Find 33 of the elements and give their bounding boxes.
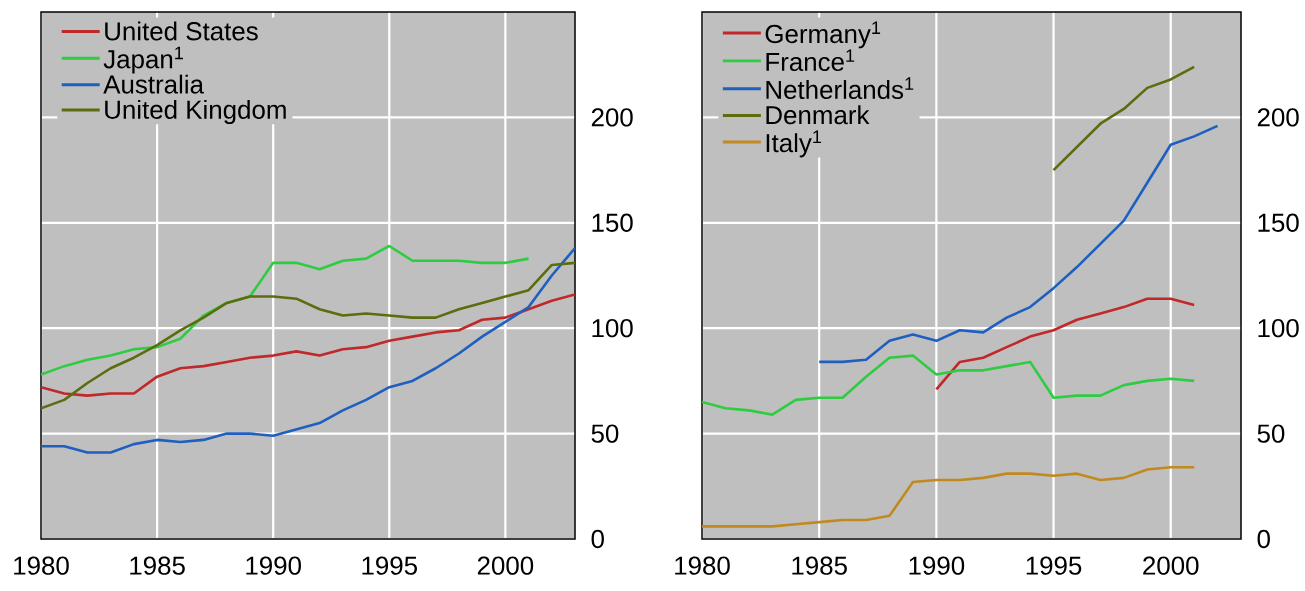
y-tick-label: 0 — [1257, 529, 1270, 549]
x-tick-label: 1980 — [14, 556, 69, 575]
line-series — [935, 297, 1196, 391]
line-series — [702, 354, 1196, 416]
line-series — [41, 293, 576, 397]
legend-label: Japan$^{1}$ — [103, 46, 183, 74]
y-tick-label: 50 — [1257, 424, 1285, 443]
y-tick-label: 0 — [591, 529, 604, 549]
y-tick-label: 200 — [1257, 108, 1299, 127]
y-tick-label: 150 — [1258, 213, 1299, 232]
legend-label: Netherlands$^{1}$ — [766, 77, 914, 100]
line-series — [41, 261, 576, 410]
legend-label: United Kingdom — [105, 99, 286, 125]
legend-label: United States — [105, 21, 258, 41]
legend-label: Germany$^{1}$ — [765, 21, 881, 49]
legend-label: France$^{1}$ — [766, 49, 855, 72]
x-tick-label: 1980 — [675, 556, 730, 575]
legend-label: Australia — [103, 74, 204, 94]
y-tick-label: 150 — [592, 213, 633, 232]
x-tick-label: 1985 — [792, 556, 847, 575]
x-tick-label: 1995 — [362, 556, 417, 575]
x-tick-label: 1990 — [246, 556, 301, 575]
x-tick-label: 1990 — [909, 556, 965, 575]
legend-label: Italy$^{1}$ — [766, 130, 822, 158]
x-tick-label: 2000 — [1143, 556, 1199, 575]
y-tick-label: 50 — [591, 424, 619, 443]
y-tick-label: 100 — [592, 319, 633, 338]
x-tick-label: 1985 — [130, 556, 185, 575]
y-tick-label: 100 — [1258, 319, 1299, 338]
y-tick-label: 200 — [591, 108, 633, 127]
x-tick-label: 2000 — [477, 556, 534, 575]
legend-label: Denmark — [766, 105, 870, 125]
x-tick-label: 1995 — [1026, 556, 1082, 575]
